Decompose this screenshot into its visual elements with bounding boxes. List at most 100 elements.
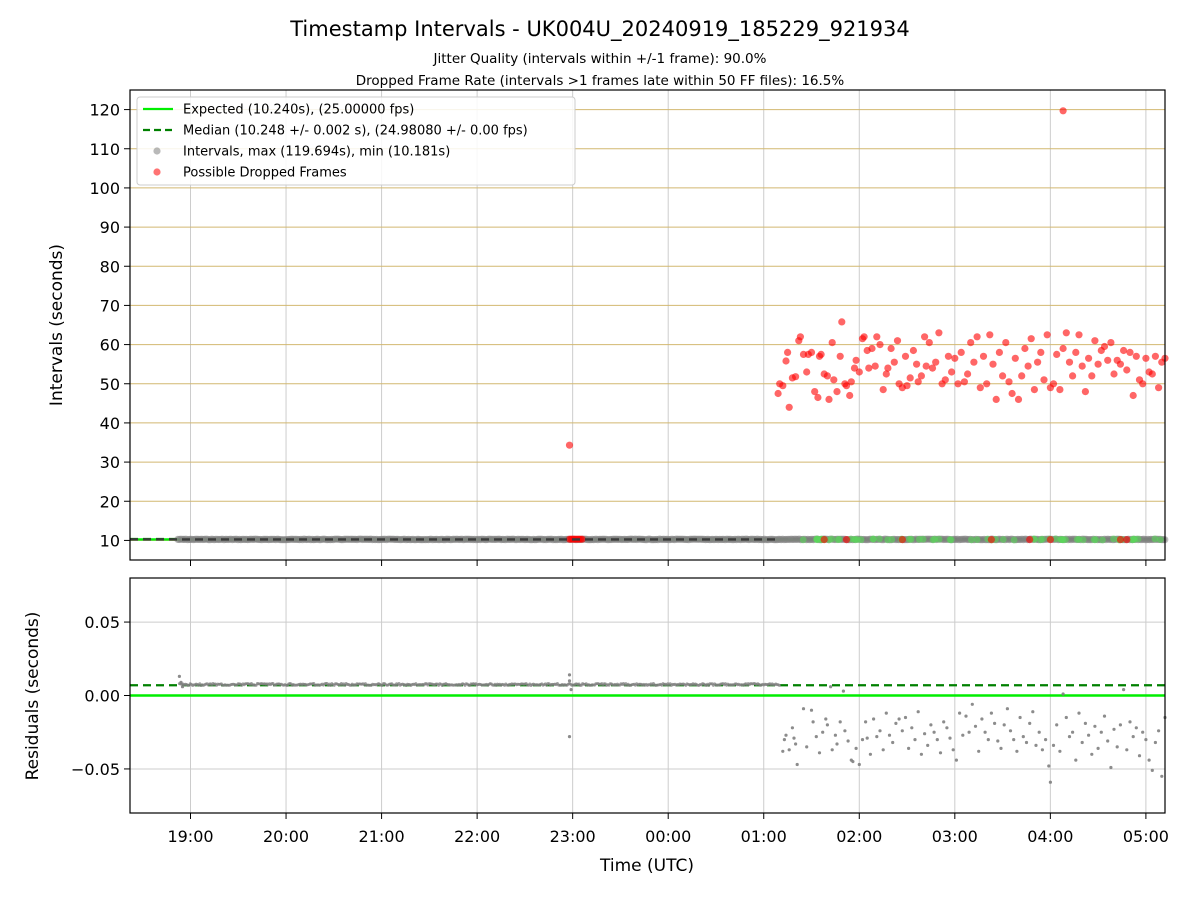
interval-point	[907, 535, 915, 543]
residual-point	[875, 735, 879, 739]
intervals-y-tick-label: 90	[100, 218, 120, 237]
dropped-frame-point	[1059, 107, 1067, 115]
dropped-frame-point	[1018, 372, 1026, 380]
residual-point	[857, 762, 861, 767]
dropped-frame-point	[1091, 337, 1099, 345]
residuals-y-tick-label: −0.05	[71, 760, 120, 779]
dropped-frame-point	[917, 372, 926, 380]
residual-point	[1141, 730, 1145, 734]
dropped-frame-point	[1008, 389, 1016, 398]
residual-point	[1002, 723, 1006, 727]
residual-point	[919, 752, 924, 756]
residual-point	[1055, 723, 1059, 727]
residual-point	[805, 745, 809, 749]
residual-point	[1131, 735, 1135, 739]
legend-dropped-label: Possible Dropped Frames	[183, 166, 347, 181]
residual-point	[983, 730, 987, 734]
intervals-y-tick-label: 80	[100, 257, 120, 276]
intervals-y-tick-label: 120	[89, 101, 120, 120]
dropped-frame-point	[1132, 352, 1140, 360]
dropped-frame-point	[811, 388, 819, 396]
residual-point	[860, 738, 865, 742]
dropped-frame-point	[928, 364, 937, 372]
dropped-frame-point	[887, 344, 895, 353]
residual-point	[1028, 721, 1032, 726]
residual-point	[932, 730, 936, 734]
residual-point	[1024, 740, 1029, 745]
residual-point	[1112, 727, 1116, 731]
residual-point	[1067, 735, 1072, 739]
residual-point	[843, 729, 847, 733]
interval-point	[1099, 536, 1106, 544]
intervals-y-tick-label: 110	[89, 140, 120, 159]
dropped-frame-point	[842, 382, 851, 390]
residual-point	[825, 723, 830, 727]
dropped-frame-point	[903, 382, 911, 390]
residual-point	[787, 748, 791, 752]
x-tick-label: 00:00	[645, 827, 691, 846]
x-tick-label: 01:00	[741, 827, 787, 846]
residual-point	[903, 715, 908, 720]
dropped-frame-point	[979, 352, 988, 360]
dropped-frame-point	[1085, 354, 1093, 362]
residual-point	[980, 717, 984, 721]
residual-point	[1153, 740, 1157, 745]
residual-point	[1137, 754, 1142, 758]
residual-point	[970, 702, 974, 706]
residual-point	[1090, 752, 1094, 756]
residual-point	[1040, 748, 1044, 752]
residual-point	[784, 733, 788, 737]
dropped-frame-point	[1139, 380, 1147, 388]
dropped-frame-point	[957, 348, 965, 356]
dropped-frame-point	[964, 370, 972, 378]
intervals-y-tick-label: 70	[100, 296, 120, 315]
residual-point	[569, 688, 573, 692]
residual-point	[1018, 715, 1022, 720]
residual-point	[986, 738, 990, 742]
dropped-frame-point	[796, 333, 805, 341]
residual-point	[942, 720, 946, 724]
residuals-y-tick-label: 0.00	[84, 687, 120, 706]
residual-point	[894, 721, 898, 726]
residual-point	[811, 720, 815, 724]
residual-point	[1099, 730, 1103, 734]
dropped-frame-point	[836, 352, 844, 360]
intervals-panel: 10 20 30 40 50 60 70 80 90 100 110 120 Intervals (s…	[47, 89, 1169, 566]
dropped-frame-point	[1078, 362, 1086, 370]
residual-point	[846, 739, 850, 743]
residual-point	[977, 749, 981, 753]
residual-point	[948, 736, 952, 740]
dropped-frame-point	[1024, 362, 1032, 370]
residual-point	[1125, 748, 1129, 752]
legend-dropped-swatch	[153, 168, 161, 176]
dropped-frame-point	[1027, 335, 1035, 343]
residual-point	[945, 726, 949, 730]
dropped-frame-point	[774, 389, 782, 398]
dropped-frame-rate-subtitle: Dropped Frame Rate (intervals >1 frames …	[356, 73, 845, 89]
dropped-frame-point	[820, 536, 828, 544]
dropped-frame-point	[983, 380, 991, 388]
dropped-frame-point	[1043, 331, 1051, 339]
dropped-frame-point	[1046, 536, 1054, 544]
residual-point	[1122, 688, 1126, 692]
residual-point	[878, 729, 882, 733]
residual-point	[951, 748, 955, 752]
interval-point	[931, 535, 939, 543]
dropped-frame-point	[1110, 370, 1118, 378]
residual-point	[973, 724, 978, 728]
dropped-frame-point	[1116, 360, 1124, 368]
residual-point	[567, 735, 572, 739]
residual-point	[989, 711, 994, 715]
residual-point	[923, 732, 927, 736]
residual-point	[1031, 710, 1035, 714]
x-tick-label: 22:00	[454, 827, 500, 846]
dropped-frame-point	[565, 441, 574, 449]
dropped-frame-point	[879, 386, 887, 394]
residual-point	[1012, 738, 1016, 742]
dropped-frame-point	[884, 364, 892, 372]
dropped-frame-point	[951, 354, 959, 362]
interval-point	[973, 536, 981, 543]
dropped-frame-point	[1069, 372, 1077, 380]
residual-point	[1077, 711, 1081, 715]
x-tick-label: 03:00	[932, 827, 978, 846]
